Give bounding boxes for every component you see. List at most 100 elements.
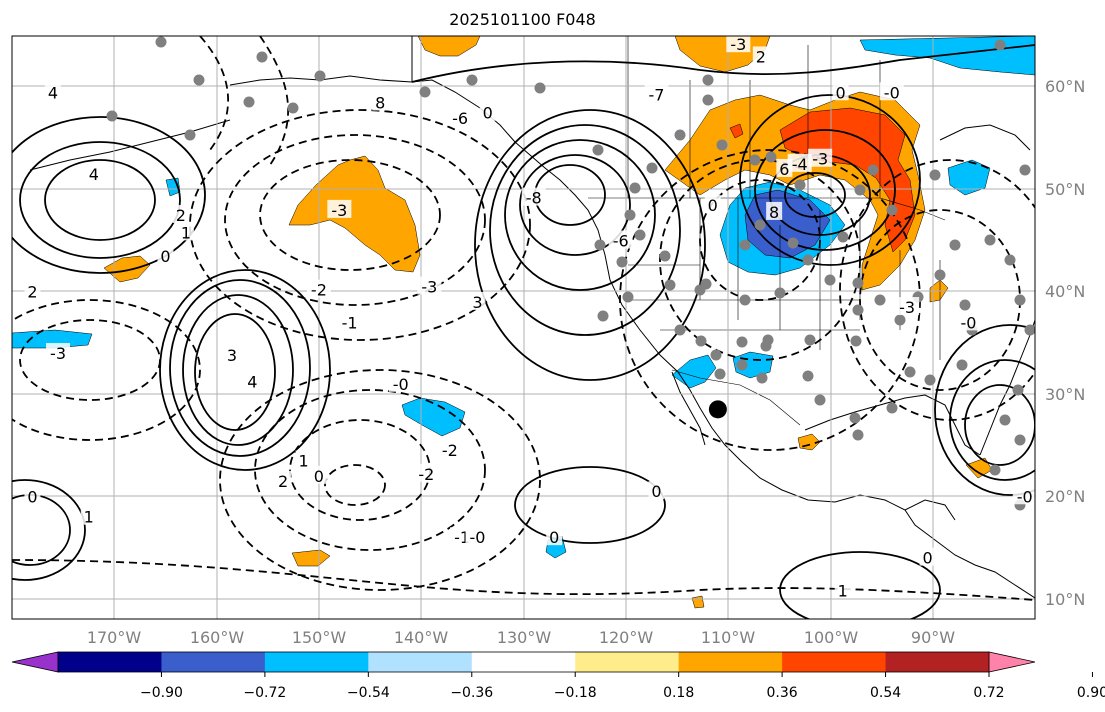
contour-label-bg [834,580,851,599]
contour-label: -0 [469,528,485,547]
colorbar-segment [678,652,783,672]
map-frame [11,35,1036,620]
lon-label-140w: 140°W [394,628,449,647]
station-dots [106,36,1035,511]
station-dot [739,239,751,251]
lat-label-40: 40°N [1045,282,1085,301]
colorbar-segment [368,652,473,672]
contour-label-bg [337,312,362,331]
station-dot [243,96,255,108]
dashed-contour-low-3 [254,389,486,551]
station-dot [736,336,748,348]
latitude-labels: 60°N 50°N 40°N 30°N 20°N 10°N [1045,77,1085,609]
contour-north-arc [411,44,1035,83]
contour-low-westcoast-2 [519,154,631,256]
contour-label: 3 [227,346,237,365]
dashed-contour-low-4 [219,369,541,591]
contour-south-loop [514,466,666,544]
contour-label: -3 [730,35,746,54]
contour-label-bg [24,281,41,300]
contour-label-bg [1012,486,1035,505]
station-dot [802,254,814,266]
contour-label-bg [327,199,352,218]
blue-fill-pacific-center [401,397,466,437]
contour-label-bg [157,245,174,264]
station-dot [852,277,864,289]
station-dot [592,144,604,156]
contour-east-1 [964,384,1035,466]
colorbar-tick-label: −0.54 [347,685,390,701]
station-dot [106,110,118,122]
station-dot [814,394,826,406]
station-dot [193,74,205,86]
colorbar-segment [58,652,162,672]
contour-label-bg [244,371,261,390]
station-dot [959,299,971,311]
colorbar-segment [782,652,887,672]
station-dot [850,335,862,347]
colorbar-tick-label: −0.18 [554,685,597,701]
orange-fill-pacific [288,155,421,273]
colorbar-segment [161,652,266,672]
station-dot [646,162,658,174]
lon-label-170w: 170°W [87,628,142,647]
contour-ridge-canada-4 [739,94,921,266]
contour-label-bg [437,440,462,459]
contour-labels: -6-3-2 -3-1-3-2-2-1 -0-0000134210442083-8-… [24,35,1035,600]
lon-label-150w: 150°W [292,628,347,647]
dashed-contour-west-2 [12,299,201,441]
contour-label: 0 [483,104,493,123]
contour-label-bg [546,527,563,546]
station-dot [616,256,628,268]
station-dot [155,36,167,48]
dashed-contour-south [12,559,1035,601]
station-dot [852,304,864,316]
station-dot [624,209,636,221]
station-dot [886,204,898,216]
lon-label-90w: 90°W [911,628,955,647]
contour-label: -7 [649,85,665,104]
contour-high-nw-1 [44,159,156,241]
colorbar-tick-label: 0.90 [1077,685,1105,701]
station-dot [622,291,634,303]
contour-label-bg [776,158,793,177]
yucatan [904,499,956,521]
contour-label-bg [832,82,849,101]
contour-label: -6 [613,232,629,251]
blue-fill-pacific-left [12,329,93,349]
contour-label: -2 [418,465,434,484]
station-dot [802,370,814,382]
aleutians [29,119,231,171]
contour-high-pacific-4 [159,269,331,471]
gulf-coast [804,394,981,456]
station-dot [314,70,326,82]
station-dot [837,231,849,243]
dashed-contour-low-1 [324,464,386,506]
hudson-bay [939,124,1031,151]
contour-low-westcoast-3 [504,139,656,291]
contour-label-bg [752,46,769,65]
contour-label: -3 [50,344,66,363]
station-dot [184,129,196,141]
dashed-contour-east-2 [839,159,1035,421]
contour-label-bg [177,222,194,241]
contour-label: -3 [812,150,828,169]
contour-label-bg [46,343,71,362]
station-dot [534,82,546,94]
colorbar-segment [885,652,990,672]
station-dot [659,250,671,262]
contour-central-america [779,551,941,619]
colorbar-segment [264,652,369,672]
station-dot [702,94,714,106]
contour-label-bg [85,164,102,183]
station-dot [934,269,946,281]
contour-label: 1 [181,223,191,242]
contour-label-bg [414,463,439,482]
contour-label: -3 [899,298,915,317]
contour-label: 0 [836,83,846,102]
contour-label: -1 [342,313,358,332]
contour-east-3 [934,324,1035,496]
contour-label-bg [879,82,904,101]
contour-label: 1 [84,508,94,527]
orange-fill-west [103,255,151,283]
